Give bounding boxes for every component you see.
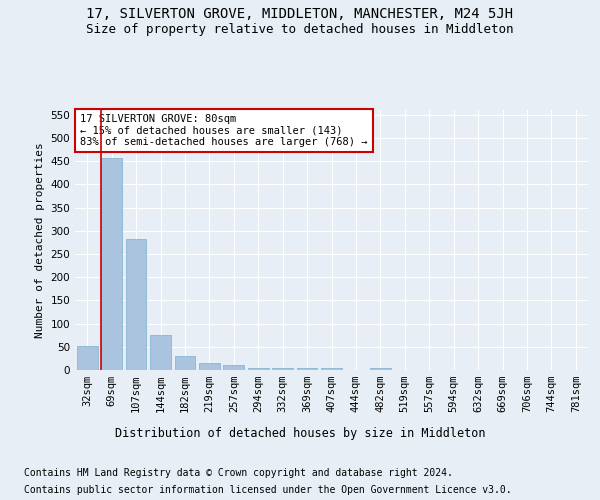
Bar	[175, 356, 196, 370]
Bar	[248, 368, 269, 370]
Bar	[296, 368, 317, 370]
Bar	[272, 368, 293, 370]
Text: Contains HM Land Registry data © Crown copyright and database right 2024.: Contains HM Land Registry data © Crown c…	[24, 468, 453, 477]
Bar	[321, 368, 342, 370]
Text: Distribution of detached houses by size in Middleton: Distribution of detached houses by size …	[115, 428, 485, 440]
Bar	[101, 158, 122, 370]
Bar	[223, 366, 244, 370]
Text: 17 SILVERTON GROVE: 80sqm
← 15% of detached houses are smaller (143)
83% of semi: 17 SILVERTON GROVE: 80sqm ← 15% of detac…	[80, 114, 368, 147]
Bar	[199, 363, 220, 370]
Text: 17, SILVERTON GROVE, MIDDLETON, MANCHESTER, M24 5JH: 17, SILVERTON GROVE, MIDDLETON, MANCHEST…	[86, 8, 514, 22]
Text: Contains public sector information licensed under the Open Government Licence v3: Contains public sector information licen…	[24, 485, 512, 495]
Bar	[370, 368, 391, 370]
Bar	[77, 346, 98, 370]
Text: Size of property relative to detached houses in Middleton: Size of property relative to detached ho…	[86, 22, 514, 36]
Bar	[125, 238, 146, 370]
Y-axis label: Number of detached properties: Number of detached properties	[35, 142, 45, 338]
Bar	[150, 334, 171, 370]
